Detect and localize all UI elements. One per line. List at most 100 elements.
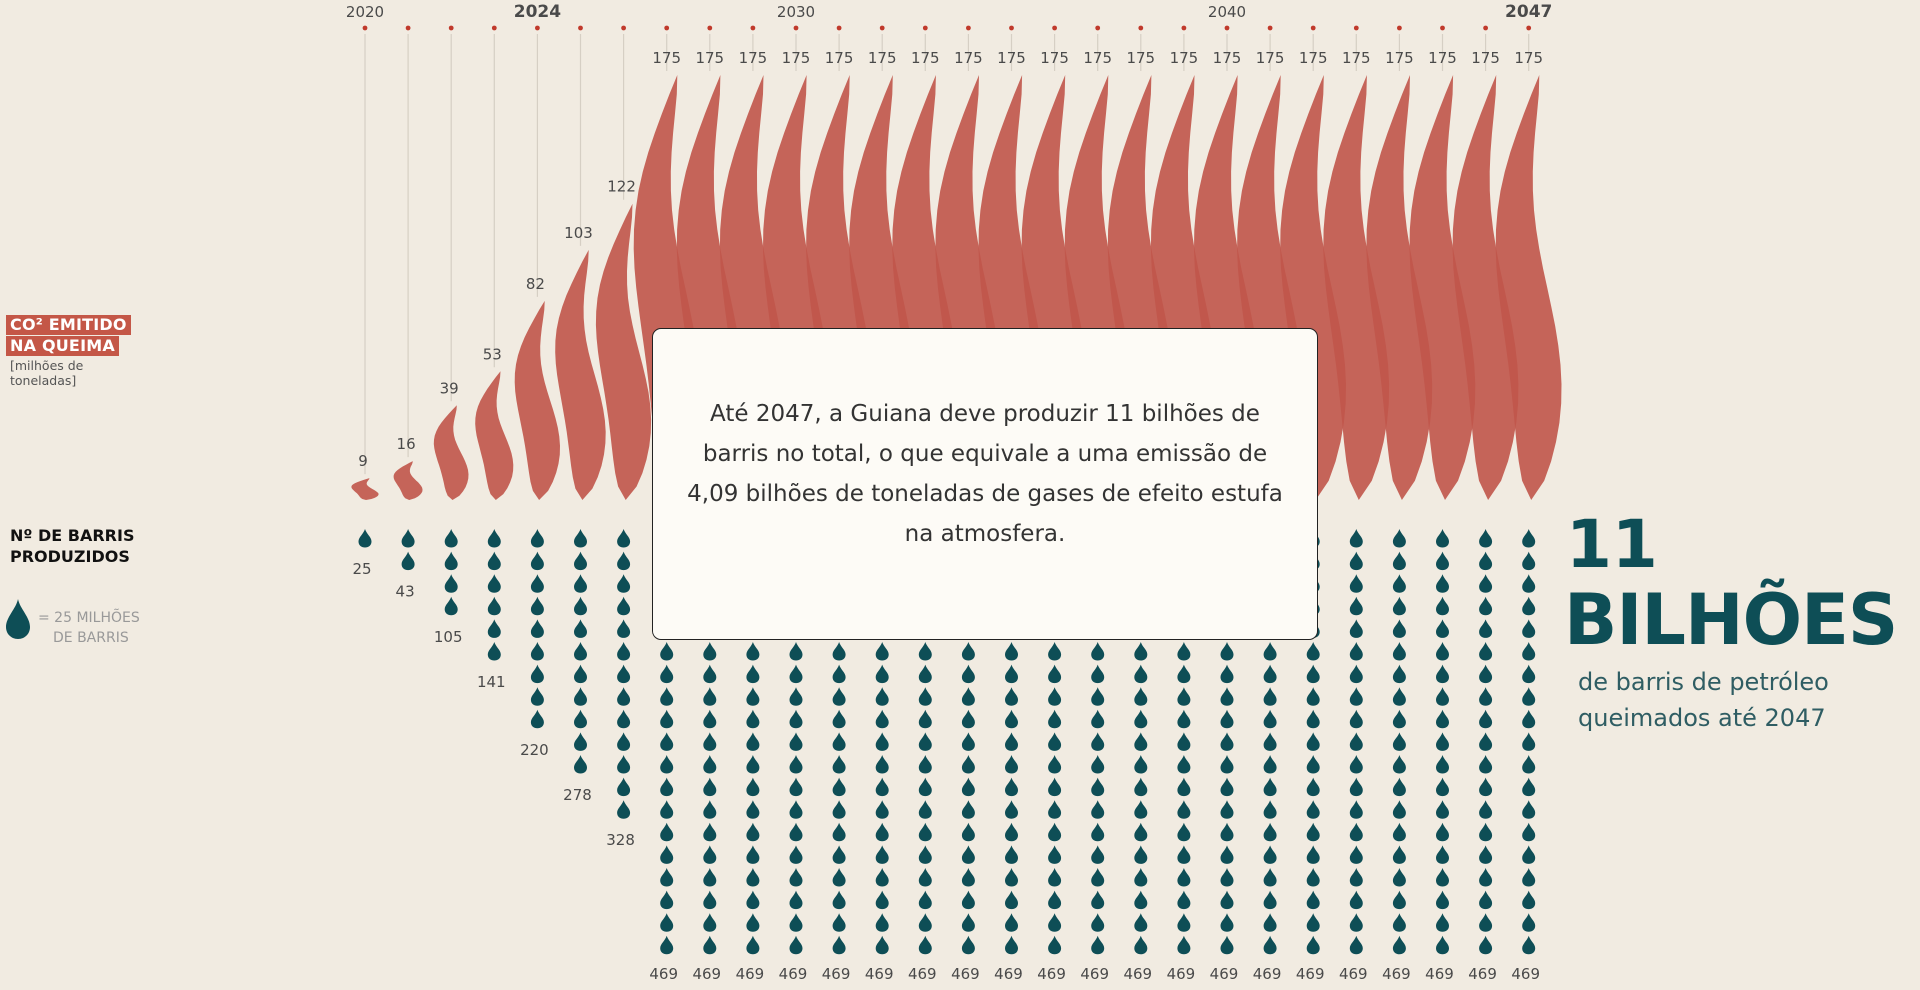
oil-drop xyxy=(1436,935,1449,955)
oil-drop xyxy=(746,709,760,729)
co2-value-label: 175 xyxy=(1040,49,1069,67)
oil-drop xyxy=(875,755,889,774)
oil-drop xyxy=(875,664,889,684)
oil-drop xyxy=(789,913,803,932)
co2-flame xyxy=(475,371,514,508)
oil-drop xyxy=(1522,574,1536,593)
oil-drop xyxy=(1048,777,1062,797)
oil-drop xyxy=(789,800,803,819)
oil-drop xyxy=(1263,732,1277,751)
oil-drop xyxy=(1436,529,1449,548)
oil-drop xyxy=(1177,868,1191,887)
oil-drop xyxy=(1436,822,1449,842)
oil-drop xyxy=(1134,777,1148,797)
oil-drop xyxy=(660,755,674,774)
oil-drop xyxy=(961,664,975,684)
oil-drop xyxy=(789,935,803,955)
year-dot xyxy=(535,25,540,31)
oil-drop xyxy=(530,551,544,571)
oil-drop xyxy=(1349,868,1363,887)
oil-drop xyxy=(1091,935,1105,955)
oil-drop xyxy=(1349,664,1363,684)
oil-drop xyxy=(660,664,674,684)
year-stems xyxy=(362,25,1532,475)
oil-drop xyxy=(746,890,760,910)
oil-drop xyxy=(1134,913,1148,932)
oil-drop xyxy=(1263,755,1277,774)
oil-drop xyxy=(746,687,760,706)
oil-drop xyxy=(1392,687,1406,706)
oil-drop xyxy=(660,687,674,706)
oil-drop xyxy=(1005,868,1018,887)
oil-drop xyxy=(1306,935,1320,955)
oil-drop xyxy=(1177,913,1191,932)
co2-value-label: 175 xyxy=(652,49,681,67)
oil-drop xyxy=(1522,551,1536,571)
oil-drop xyxy=(1177,935,1191,955)
barrels-legend-title-line2: PRODUZIDOS xyxy=(10,547,130,566)
oil-drop xyxy=(660,845,674,864)
oil-drop xyxy=(487,574,501,593)
oil-drop xyxy=(1392,642,1406,661)
co2-value-label: 39 xyxy=(440,379,459,397)
oil-drop xyxy=(789,755,803,774)
popup-text: Até 2047, a Guiana deve produzir 11 bilh… xyxy=(687,401,1283,547)
co2-flame xyxy=(1323,75,1390,508)
co2-legend-title-line2: NA QUEIMA xyxy=(6,336,119,356)
oil-drop xyxy=(832,777,846,797)
oil-drop xyxy=(1091,642,1105,661)
oil-drop xyxy=(1177,664,1191,684)
oil-drop xyxy=(1134,868,1148,887)
oil-drop xyxy=(1005,935,1018,955)
oil-drop xyxy=(1349,709,1363,729)
co2-flame xyxy=(393,461,423,508)
oil-drop xyxy=(918,687,932,706)
oil-drop xyxy=(1263,868,1277,887)
oil-drop xyxy=(1479,642,1493,661)
barrels-legend-title-line1: Nº DE BARRIS xyxy=(10,526,135,545)
year-dot xyxy=(664,25,670,31)
oil-drop xyxy=(574,664,587,684)
oil-drop xyxy=(444,574,458,593)
oil-drop xyxy=(1177,822,1191,842)
oil-drop xyxy=(1091,687,1105,706)
oil-drop xyxy=(789,868,803,887)
barrels-value-label: 469 xyxy=(822,965,851,983)
oil-drop xyxy=(832,935,846,955)
year-dot xyxy=(1095,25,1101,31)
oil-drop xyxy=(660,822,674,842)
oil-drop xyxy=(832,800,846,819)
co2-value-label: 175 xyxy=(1170,49,1199,67)
oil-drop xyxy=(746,868,760,887)
oil-drop xyxy=(746,664,760,684)
oil-drop xyxy=(832,913,846,932)
total-number: 11 xyxy=(1566,506,1658,583)
year-dot xyxy=(1181,25,1187,31)
co2-value-label: 103 xyxy=(564,224,593,242)
co2-value-label: 175 xyxy=(1385,49,1414,67)
oil-drop xyxy=(1392,732,1406,751)
oil-drop xyxy=(789,709,803,729)
oil-drop xyxy=(1436,845,1449,864)
oil-drop xyxy=(1479,596,1493,616)
oil-drop xyxy=(1522,868,1536,887)
co2-value-label: 175 xyxy=(1428,49,1457,67)
oil-drop xyxy=(1005,664,1018,684)
oil-drop xyxy=(875,935,889,955)
oil-drop xyxy=(1522,596,1536,616)
oil-drop xyxy=(832,642,846,661)
oil-drop xyxy=(1436,709,1449,729)
info-popup[interactable]: Até 2047, a Guiana deve produzir 11 bilh… xyxy=(652,328,1318,640)
oil-drop xyxy=(1349,913,1363,932)
oil-drop xyxy=(1263,822,1277,842)
oil-drop xyxy=(918,845,932,864)
year-dot xyxy=(491,25,497,31)
oil-drop xyxy=(1263,845,1277,864)
co2-flame xyxy=(433,405,469,508)
oil-drop xyxy=(1436,619,1449,638)
oil-drop xyxy=(1091,709,1105,729)
barrels-value-label: 43 xyxy=(396,583,415,601)
oil-drop xyxy=(574,529,587,548)
oil-drop xyxy=(1220,777,1234,797)
oil-drop xyxy=(1392,913,1406,932)
